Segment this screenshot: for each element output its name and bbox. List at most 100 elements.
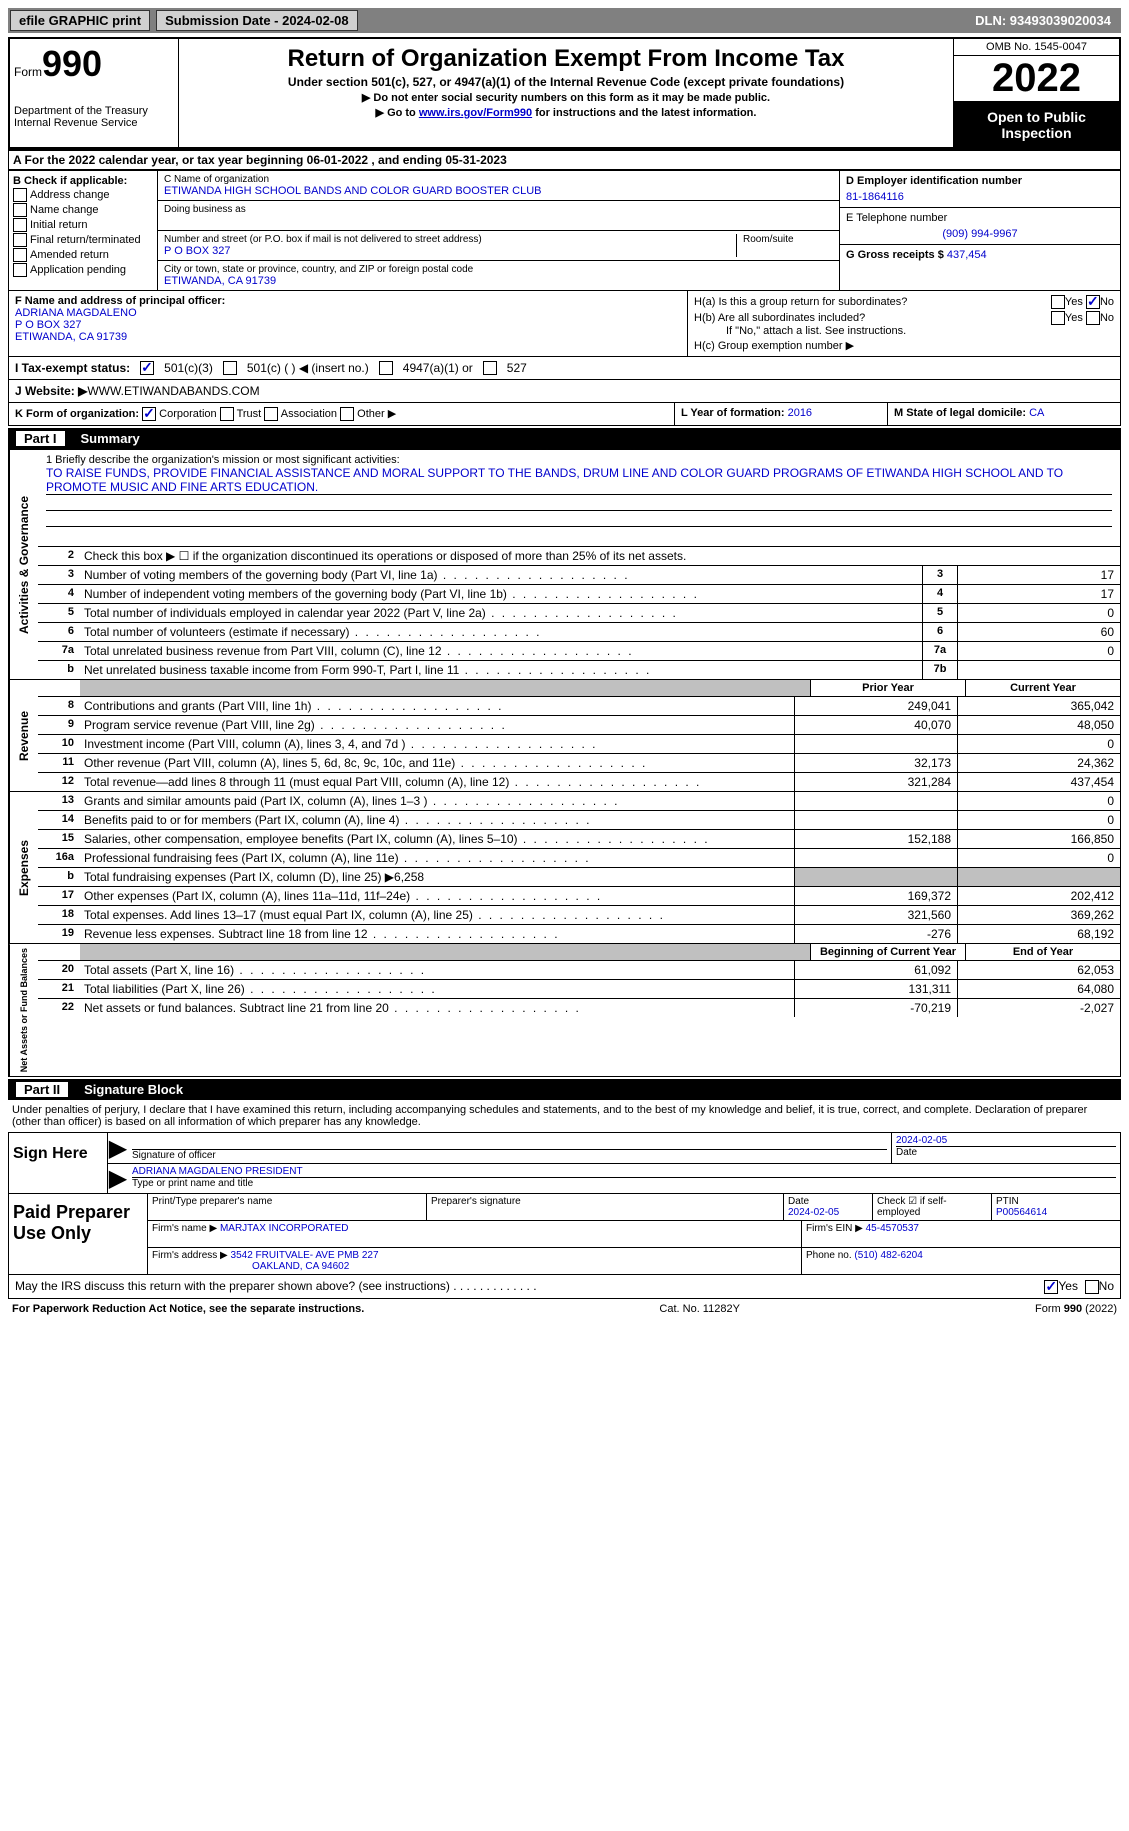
side-expenses: Expenses bbox=[9, 792, 38, 943]
table-row: 15Salaries, other compensation, employee… bbox=[38, 830, 1120, 849]
city-label: City or town, state or province, country… bbox=[164, 264, 833, 275]
officer-printed-name: ADRIANA MAGDALENO PRESIDENT bbox=[132, 1166, 1116, 1178]
mission-label: 1 Briefly describe the organization's mi… bbox=[46, 454, 1112, 466]
part-2-label: Part II bbox=[16, 1082, 68, 1097]
table-row: 8Contributions and grants (Part VIII, li… bbox=[38, 697, 1120, 716]
hb-note: If "No," attach a list. See instructions… bbox=[694, 325, 1114, 337]
checkbox-corp[interactable] bbox=[142, 407, 156, 421]
ptin-label: PTIN bbox=[996, 1196, 1019, 1207]
officer-name: ADRIANA MAGDALENO bbox=[15, 307, 137, 319]
checkbox-ha-yes[interactable] bbox=[1051, 295, 1065, 309]
arrow-icon: ▶ bbox=[108, 1133, 128, 1163]
hc-label: H(c) Group exemption number ▶ bbox=[694, 339, 1114, 352]
checkbox-discuss-yes[interactable] bbox=[1044, 1280, 1058, 1294]
gross-receipts: 437,454 bbox=[947, 249, 987, 261]
sign-here-label: Sign Here bbox=[9, 1133, 108, 1193]
city-state-zip: ETIWANDA, CA 91739 bbox=[164, 275, 833, 287]
firm-addr1: 3542 FRUITVALE- AVE PMB 227 bbox=[231, 1250, 379, 1261]
ptin: P00564614 bbox=[996, 1207, 1047, 1218]
discuss-label: May the IRS discuss this return with the… bbox=[15, 1279, 450, 1293]
efile-print-button[interactable]: efile GRAPHIC print bbox=[10, 10, 150, 31]
paid-preparer-label: Paid Preparer Use Only bbox=[9, 1194, 148, 1274]
header-beginning: Beginning of Current Year bbox=[810, 944, 965, 960]
checkbox-ha-no[interactable] bbox=[1086, 295, 1100, 309]
checkbox-other[interactable] bbox=[340, 407, 354, 421]
checkbox-4947[interactable] bbox=[379, 361, 393, 375]
checkbox-hb-yes[interactable] bbox=[1051, 311, 1065, 325]
checkbox-name-change[interactable] bbox=[13, 203, 27, 217]
part-1-header: Part I Summary bbox=[8, 428, 1121, 449]
col-b-label: B Check if applicable: bbox=[13, 175, 153, 187]
footer-catalog: Cat. No. 11282Y bbox=[659, 1303, 740, 1315]
checkbox-address-change[interactable] bbox=[13, 188, 27, 202]
state-domicile-label: M State of legal domicile: bbox=[894, 407, 1026, 419]
ein: 81-1864116 bbox=[846, 191, 1114, 203]
row-k-label: K Form of organization: bbox=[15, 408, 139, 420]
checkbox-final-return[interactable] bbox=[13, 233, 27, 247]
firm-ein-label: Firm's EIN ▶ bbox=[806, 1223, 863, 1234]
table-row: 17Other expenses (Part IX, column (A), l… bbox=[38, 887, 1120, 906]
room-label: Room/suite bbox=[743, 234, 833, 245]
checkbox-trust[interactable] bbox=[220, 407, 234, 421]
entity-block: B Check if applicable: Address change Na… bbox=[8, 170, 1121, 291]
table-row: 22Net assets or fund balances. Subtract … bbox=[38, 999, 1120, 1017]
table-row: 11Other revenue (Part VIII, column (A), … bbox=[38, 754, 1120, 773]
table-row: 14Benefits paid to or for members (Part … bbox=[38, 811, 1120, 830]
dba-label: Doing business as bbox=[164, 204, 833, 215]
tax-exempt-status: I Tax-exempt status: 501(c)(3) 501(c) ( … bbox=[8, 357, 1121, 380]
prep-date-label: Date bbox=[788, 1196, 809, 1207]
checkbox-pending[interactable] bbox=[13, 263, 27, 277]
footer-notice: For Paperwork Reduction Act Notice, see … bbox=[12, 1303, 364, 1315]
year-formation: 2016 bbox=[788, 407, 812, 419]
name-title-label: Type or print name and title bbox=[132, 1178, 1116, 1189]
table-row: 21Total liabilities (Part X, line 26)131… bbox=[38, 980, 1120, 999]
officer-addr1: P O BOX 327 bbox=[15, 319, 81, 331]
part-1-title: Summary bbox=[81, 431, 140, 446]
row-k: K Form of organization: Corporation Trus… bbox=[8, 403, 1121, 426]
tax-year: 2022 bbox=[954, 56, 1119, 103]
checkbox-initial-return[interactable] bbox=[13, 218, 27, 232]
officer-sig-label: Signature of officer bbox=[132, 1150, 887, 1161]
expenses-table: Expenses 13Grants and similar amounts pa… bbox=[8, 792, 1121, 944]
firm-phone-label: Phone no. bbox=[806, 1250, 852, 1261]
checkbox-527[interactable] bbox=[483, 361, 497, 375]
checkbox-amended[interactable] bbox=[13, 248, 27, 262]
side-revenue: Revenue bbox=[9, 680, 38, 791]
table-row: 10Investment income (Part VIII, column (… bbox=[38, 735, 1120, 754]
website-row: J Website: ▶ WWW.ETIWANDABANDS.COM bbox=[8, 380, 1121, 403]
street-addr: P O BOX 327 bbox=[164, 245, 732, 257]
hb-label: H(b) Are all subordinates included? bbox=[694, 312, 865, 324]
ha-label: H(a) Is this a group return for subordin… bbox=[694, 296, 907, 308]
part-2-header: Part II Signature Block bbox=[8, 1079, 1121, 1100]
org-name: ETIWANDA HIGH SCHOOL BANDS AND COLOR GUA… bbox=[164, 185, 833, 197]
table-row: bNet unrelated business taxable income f… bbox=[38, 661, 1120, 679]
checkbox-assoc[interactable] bbox=[264, 407, 278, 421]
part-1-label: Part I bbox=[16, 431, 65, 446]
table-row: 4Number of independent voting members of… bbox=[38, 585, 1120, 604]
activities-governance-table: Activities & Governance 1 Briefly descri… bbox=[8, 449, 1121, 680]
form-subtitle: Under section 501(c), 527, or 4947(a)(1)… bbox=[187, 75, 945, 89]
officer-label: F Name and address of principal officer: bbox=[15, 295, 225, 307]
irs-link[interactable]: www.irs.gov/Form990 bbox=[419, 107, 532, 119]
firm-addr2: OAKLAND, CA 94602 bbox=[152, 1261, 349, 1272]
table-row: 19Revenue less expenses. Subtract line 1… bbox=[38, 925, 1120, 943]
header-current-year: Current Year bbox=[965, 680, 1120, 696]
line-2: Check this box ▶ ☐ if the organization d… bbox=[80, 547, 1120, 565]
year-formation-label: L Year of formation: bbox=[681, 407, 785, 419]
table-row: 9Program service revenue (Part VIII, lin… bbox=[38, 716, 1120, 735]
checkbox-hb-no[interactable] bbox=[1086, 311, 1100, 325]
checkbox-501c[interactable] bbox=[223, 361, 237, 375]
submission-date: Submission Date - 2024-02-08 bbox=[156, 10, 358, 31]
website-value: WWW.ETIWANDABANDS.COM bbox=[87, 384, 259, 398]
table-row: 6Total number of volunteers (estimate if… bbox=[38, 623, 1120, 642]
footer-form: Form 990 (2022) bbox=[1035, 1303, 1117, 1315]
table-row: 12Total revenue—add lines 8 through 11 (… bbox=[38, 773, 1120, 791]
org-name-label: C Name of organization bbox=[164, 174, 833, 185]
table-row: bTotal fundraising expenses (Part IX, co… bbox=[38, 868, 1120, 887]
checkbox-501c3[interactable] bbox=[140, 361, 154, 375]
checkbox-discuss-no[interactable] bbox=[1085, 1280, 1099, 1294]
form-header: Form990 Department of the Treasury Inter… bbox=[8, 37, 1121, 150]
header-prior-year: Prior Year bbox=[810, 680, 965, 696]
firm-name: MARJTAX INCORPORATED bbox=[220, 1223, 349, 1234]
perjury-statement: Under penalties of perjury, I declare th… bbox=[8, 1100, 1121, 1132]
